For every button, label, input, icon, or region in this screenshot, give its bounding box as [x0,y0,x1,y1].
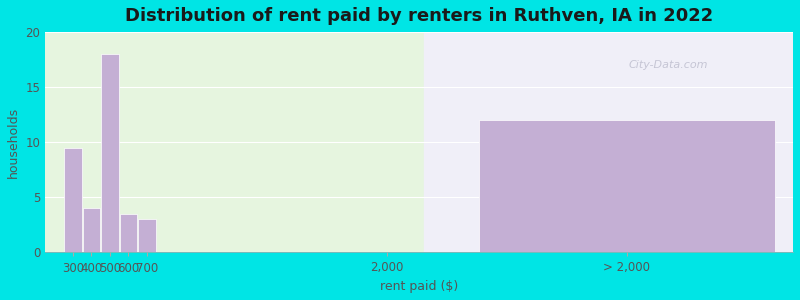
Text: City-Data.com: City-Data.com [629,60,708,70]
Bar [479,120,774,253]
X-axis label: rent paid ($): rent paid ($) [380,280,458,293]
Bar [138,219,155,253]
Bar [82,208,100,253]
Bar [119,214,137,253]
Bar [64,148,82,253]
Title: Distribution of rent paid by renters in Ruthven, IA in 2022: Distribution of rent paid by renters in … [125,7,714,25]
Bar [101,54,118,253]
Bar [424,32,793,253]
Y-axis label: households: households [7,107,20,178]
